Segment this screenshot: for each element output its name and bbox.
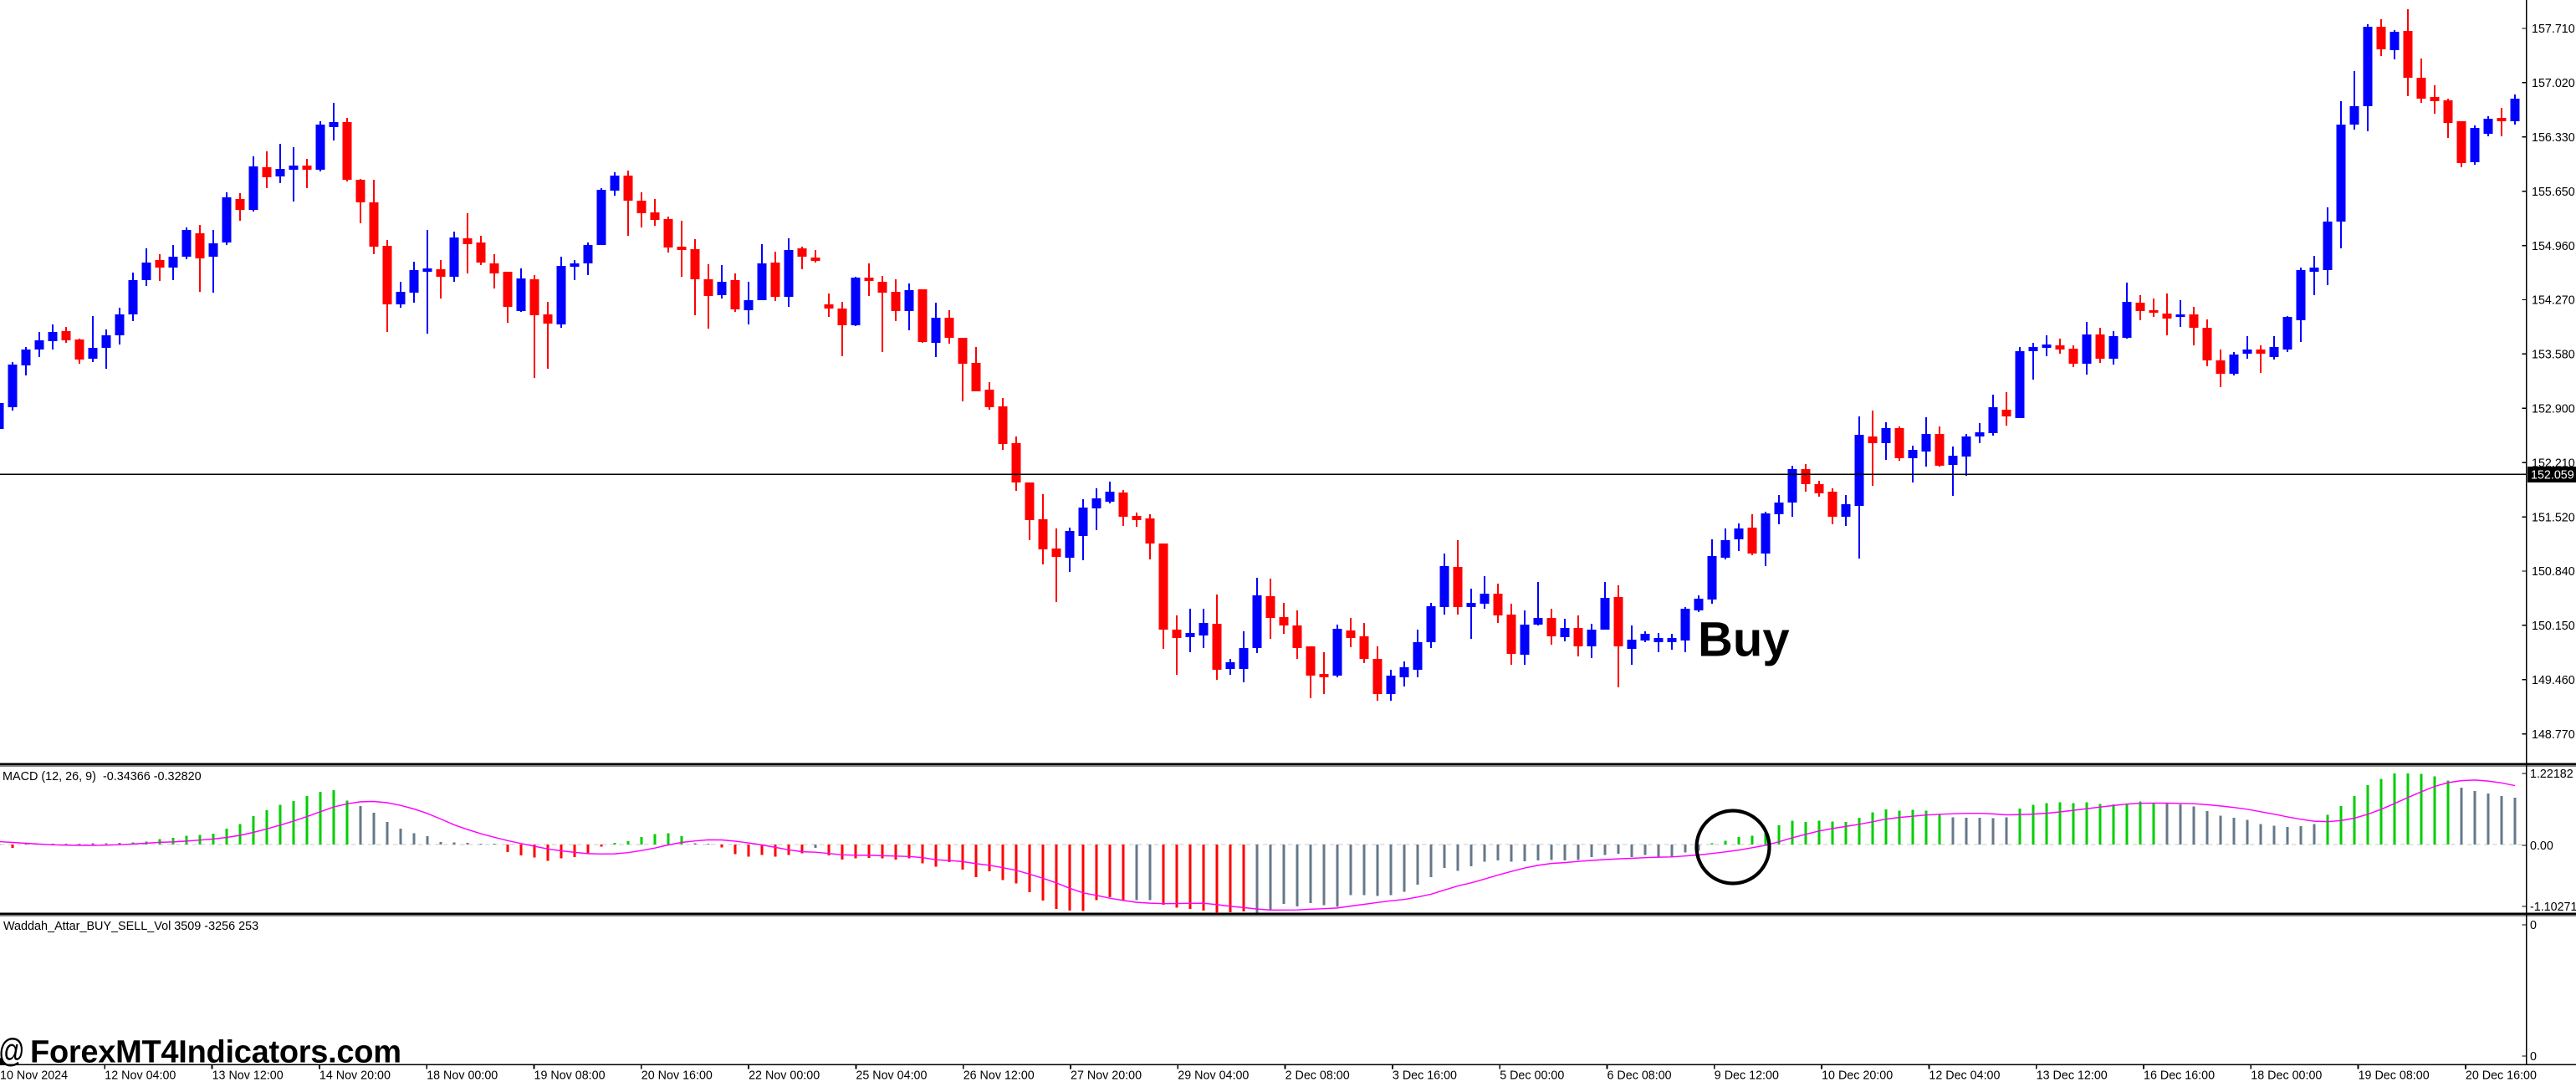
svg-text:148.770: 148.770: [2532, 728, 2575, 742]
svg-text:1.22182: 1.22182: [2530, 768, 2573, 781]
svg-text:5 Dec 00:00: 5 Dec 00:00: [1500, 1069, 1564, 1082]
svg-text:14 Nov 20:00: 14 Nov 20:00: [319, 1069, 391, 1082]
svg-text:-1.10271: -1.10271: [2530, 901, 2576, 914]
svg-text:0.00: 0.00: [2530, 840, 2553, 853]
svg-text:29 Nov 04:00: 29 Nov 04:00: [1178, 1069, 1249, 1082]
svg-text:ForexMT4Indicators.com: ForexMT4Indicators.com: [30, 1035, 401, 1070]
svg-text:26 Nov 12:00: 26 Nov 12:00: [963, 1069, 1035, 1082]
svg-text:9 Dec 12:00: 9 Dec 12:00: [1715, 1069, 1779, 1082]
svg-text:152.059: 152.059: [2531, 469, 2574, 482]
svg-text:20 Dec 16:00: 20 Dec 16:00: [2466, 1069, 2537, 1082]
svg-text:157.710: 157.710: [2532, 23, 2575, 36]
svg-text:154.960: 154.960: [2532, 240, 2575, 253]
svg-text:156.330: 156.330: [2532, 131, 2575, 145]
svg-text:6 Dec 08:00: 6 Dec 08:00: [1607, 1069, 1672, 1082]
svg-text:18 Dec 00:00: 18 Dec 00:00: [2251, 1069, 2322, 1082]
svg-text:150.150: 150.150: [2532, 620, 2575, 633]
svg-text:10 Dec 20:00: 10 Dec 20:00: [1822, 1069, 1893, 1082]
svg-text:3 Dec 16:00: 3 Dec 16:00: [1393, 1069, 1457, 1082]
svg-text:0: 0: [2530, 1050, 2537, 1064]
svg-text:20 Nov 16:00: 20 Nov 16:00: [641, 1069, 713, 1082]
svg-text:25 Nov 04:00: 25 Nov 04:00: [856, 1069, 927, 1082]
svg-text:150.840: 150.840: [2532, 565, 2575, 579]
svg-text:22 Nov 00:00: 22 Nov 00:00: [749, 1069, 820, 1082]
svg-text:152.900: 152.900: [2532, 403, 2575, 416]
svg-text:2 Dec 08:00: 2 Dec 08:00: [1285, 1069, 1350, 1082]
svg-text:153.580: 153.580: [2532, 349, 2575, 362]
svg-text:13 Nov 12:00: 13 Nov 12:00: [212, 1069, 284, 1082]
svg-text:12 Nov 04:00: 12 Nov 04:00: [105, 1069, 176, 1082]
svg-text:Buy: Buy: [1698, 613, 1790, 667]
svg-text:157.020: 157.020: [2532, 77, 2575, 90]
svg-text:27 Nov 20:00: 27 Nov 20:00: [1071, 1069, 1142, 1082]
svg-text:MACD (12, 26, 9) -0.34366 -0.: MACD (12, 26, 9) -0.34366 -0.32820: [3, 770, 202, 783]
svg-text:12 Dec 04:00: 12 Dec 04:00: [1929, 1069, 2000, 1082]
svg-text:13 Dec 12:00: 13 Dec 12:00: [2037, 1069, 2108, 1082]
svg-text:16 Dec 16:00: 16 Dec 16:00: [2144, 1069, 2215, 1082]
svg-text:151.520: 151.520: [2532, 511, 2575, 524]
svg-text:149.460: 149.460: [2532, 674, 2575, 687]
svg-text:Waddah_Attar_BUY_SELL_Vol 3509: Waddah_Attar_BUY_SELL_Vol 3509 -3256 253: [3, 920, 258, 933]
svg-text:18 Nov 00:00: 18 Nov 00:00: [427, 1069, 498, 1082]
svg-text:0: 0: [2530, 919, 2537, 932]
svg-text:155.650: 155.650: [2532, 186, 2575, 199]
svg-text:10 Nov 2024: 10 Nov 2024: [0, 1069, 68, 1082]
svg-text:19 Nov 08:00: 19 Nov 08:00: [534, 1069, 606, 1082]
svg-text:154.270: 154.270: [2532, 294, 2575, 308]
svg-text:19 Dec 08:00: 19 Dec 08:00: [2359, 1069, 2430, 1082]
